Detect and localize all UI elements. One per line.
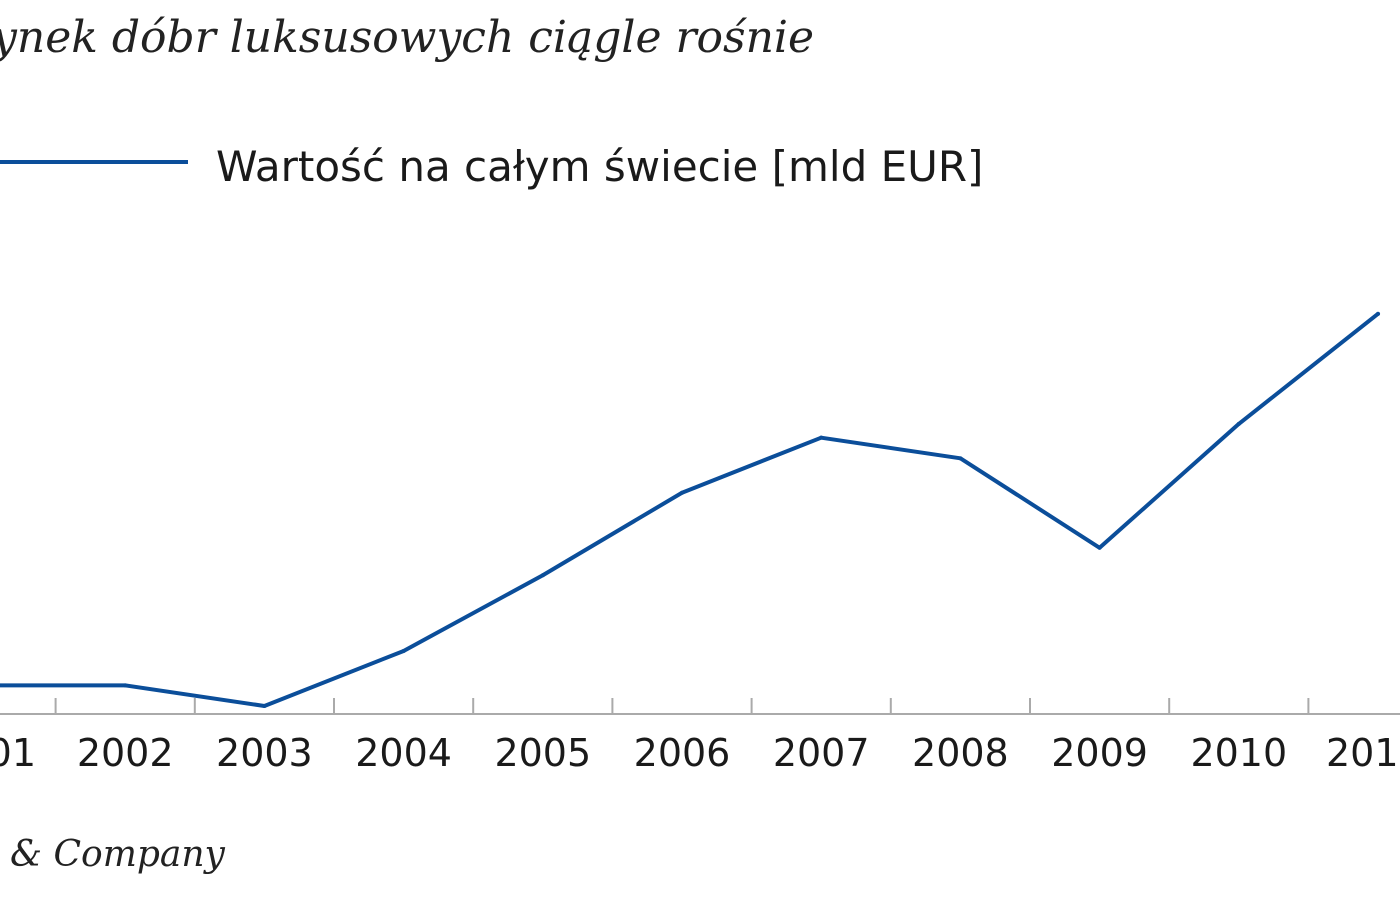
series-layer <box>0 311 1380 708</box>
data-point <box>401 648 406 653</box>
source-note: & Company <box>10 834 225 875</box>
x-tick-label: 2005 <box>494 731 591 775</box>
legend-label: Wartość na całym świecie [mld EUR] <box>216 142 984 191</box>
x-axis <box>0 698 1400 715</box>
x-tick-label: 2009 <box>1051 731 1148 775</box>
x-tick-label: 2006 <box>634 731 731 775</box>
x-tick-label: 2010 <box>1190 731 1287 775</box>
x-tick-label: 2004 <box>355 731 452 775</box>
chart-title: ynek dóbr luksusowych ciągle rośnie <box>0 12 815 63</box>
x-tick-label: 2003 <box>216 731 313 775</box>
data-point <box>680 490 684 495</box>
x-tick-labels: 01 2002 2003 2004 2005 2006 2007 2008 2009 2010 20… <box>0 731 1399 775</box>
x-tick-label: 2007 <box>773 731 870 775</box>
data-point <box>123 683 128 688</box>
data-point <box>1097 545 1102 550</box>
series-line <box>0 311 1380 708</box>
x-tick-label: 201 <box>1326 731 1399 775</box>
x-tick-label: 01 <box>0 731 36 775</box>
x-tick-label: 2002 <box>77 731 174 775</box>
legend-swatch <box>0 160 188 164</box>
data-point <box>958 456 963 461</box>
data-point <box>1236 421 1241 426</box>
x-tick-label: 2008 <box>912 731 1009 775</box>
data-point <box>819 435 824 440</box>
data-point <box>540 573 545 578</box>
data-point <box>262 704 267 708</box>
data-point <box>1376 311 1380 316</box>
